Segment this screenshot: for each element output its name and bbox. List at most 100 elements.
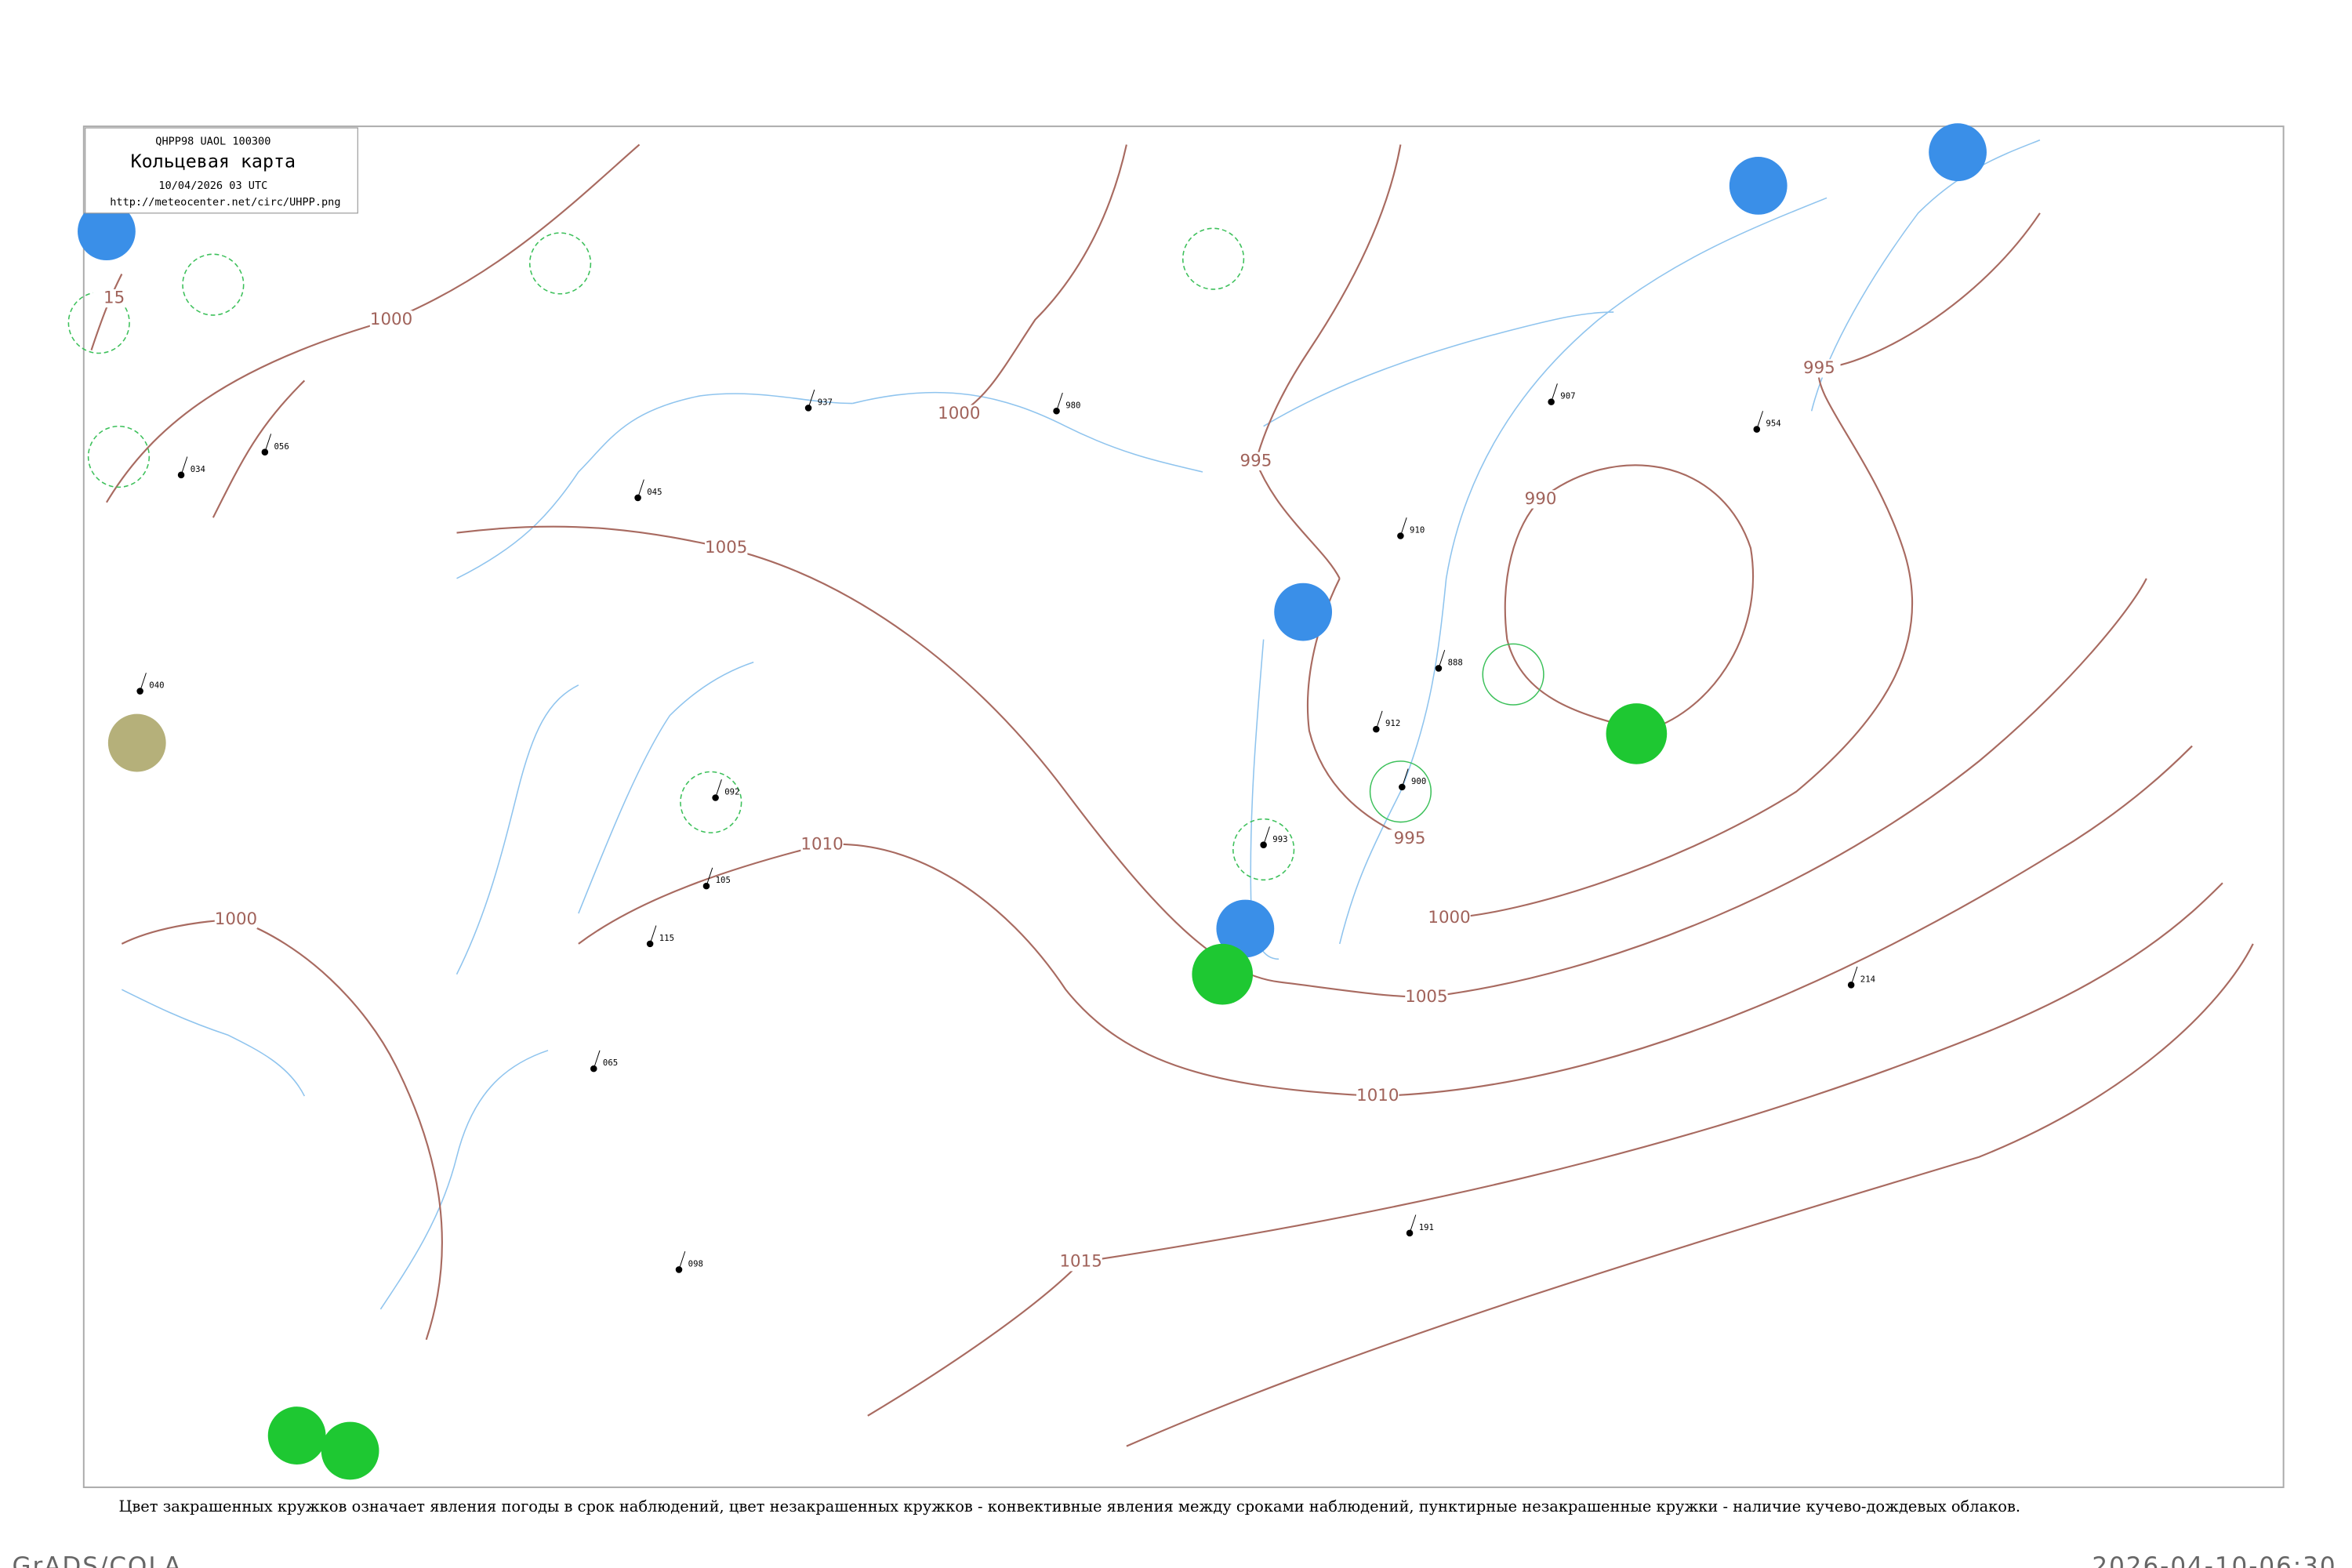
header-code: QHPP98 UAOL 100300 xyxy=(155,135,270,147)
isobar xyxy=(1254,144,1402,579)
station-pressure: 045 xyxy=(647,487,662,497)
station-circle xyxy=(1216,899,1275,958)
caption: Цвет закрашенных кружков означает явлени… xyxy=(118,1497,2020,1515)
station-circle xyxy=(78,202,136,261)
station-pressure: 980 xyxy=(1065,400,1080,410)
wind-barb xyxy=(637,479,644,499)
isobar-label: 995 xyxy=(1394,829,1426,848)
isobar-labels: 15 1000 995 990 1005 1010 1000 995 995 1000 1005 10… xyxy=(93,289,1841,1272)
river xyxy=(852,391,1203,473)
isobar-label: 1015 xyxy=(1059,1252,1102,1272)
station-circle xyxy=(1192,943,1254,1005)
isobar-label: 995 xyxy=(1803,358,1835,378)
wind-barb xyxy=(715,779,722,798)
isobar-label: 1000 xyxy=(938,404,980,423)
wind-barb xyxy=(1399,517,1407,536)
rivers xyxy=(121,139,2041,1310)
isobar-label: 1000 xyxy=(1428,908,1470,927)
isobar-label-bg xyxy=(93,289,136,308)
header-url: http://meteocenter.net/circ/UHPP.png xyxy=(110,196,340,209)
river xyxy=(379,1050,549,1310)
station-pressure: 056 xyxy=(274,441,289,452)
header-date: 10/04/2026 03 UTC xyxy=(158,180,267,192)
isobar-label: 1005 xyxy=(1405,987,1447,1007)
isobar-label: 990 xyxy=(1525,489,1557,509)
isobar-label-bg xyxy=(1798,359,1841,378)
isobar xyxy=(1504,464,1755,732)
wind-barb xyxy=(140,673,147,691)
station-circle xyxy=(1606,703,1668,764)
wind-barb xyxy=(593,1050,601,1069)
isobar-label-bg xyxy=(1388,829,1432,848)
wind-barb xyxy=(1756,411,1764,430)
station-pressure: 092 xyxy=(724,787,739,797)
station-pressure: 040 xyxy=(149,681,164,691)
isobar xyxy=(1449,212,2041,919)
river xyxy=(578,661,754,914)
isobar-label-bg xyxy=(800,836,844,855)
isobar-label: 1010 xyxy=(1356,1086,1399,1105)
river xyxy=(456,393,853,579)
wind-barb xyxy=(1263,826,1270,845)
station-pressure: 954 xyxy=(1766,419,1780,429)
river xyxy=(121,989,306,1097)
isobar-label-bg xyxy=(1428,909,1471,927)
station-pressure: 065 xyxy=(603,1058,618,1068)
station-pressure: 034 xyxy=(191,464,205,474)
station-pressure: 214 xyxy=(1860,974,1875,984)
wind-barb xyxy=(1850,966,1858,985)
cb-circle xyxy=(67,292,130,354)
station-dot xyxy=(590,1065,597,1073)
station-pressure: 191 xyxy=(1419,1222,1434,1232)
river xyxy=(456,684,579,975)
station-pressure: 900 xyxy=(1411,776,1426,786)
station-circle xyxy=(1729,157,1788,215)
cb-circle xyxy=(680,771,742,833)
footer-right: 2026-04-10-06:30 xyxy=(2092,1552,2336,1568)
isobar-label-bg xyxy=(1234,452,1278,470)
wind-barb xyxy=(264,434,272,452)
weather-circles xyxy=(67,123,1987,1480)
station-circle xyxy=(107,713,166,772)
isobar xyxy=(212,379,306,518)
isobar-label: 1010 xyxy=(800,835,843,855)
station-pressure: 888 xyxy=(1448,658,1463,668)
station-pressure: 098 xyxy=(688,1259,703,1269)
isobar-label-bg xyxy=(369,310,413,329)
footer-left: GrADS/COLA xyxy=(13,1552,183,1568)
station-dot xyxy=(1053,408,1060,415)
isobar-label: 995 xyxy=(1240,451,1272,470)
isobar-label: 1005 xyxy=(705,538,747,557)
wind-barb xyxy=(1401,768,1409,788)
station-dot xyxy=(702,882,710,890)
wind-barb xyxy=(706,867,713,887)
isobar-label-bg xyxy=(938,405,981,423)
wind-barb xyxy=(1375,710,1383,730)
wind-barb xyxy=(808,389,815,408)
station-circle xyxy=(1929,123,1987,182)
cb-circle xyxy=(182,253,245,316)
station-pressure: 993 xyxy=(1272,834,1287,844)
isobar-label-bg xyxy=(1059,1253,1102,1272)
wind-barb xyxy=(1551,383,1558,402)
cb-circle xyxy=(1181,227,1245,290)
cb-circle xyxy=(1232,818,1295,881)
wind-barb xyxy=(180,456,188,475)
isobar-label-bg xyxy=(214,910,258,929)
wind-barb xyxy=(649,925,657,945)
station-pressure: 937 xyxy=(818,397,833,408)
station-pressure: 907 xyxy=(1560,391,1575,401)
river xyxy=(1810,139,2041,412)
isobar-label-bg xyxy=(705,539,748,557)
header-title: Кольцевая карта xyxy=(131,151,296,172)
station-pressure: 912 xyxy=(1385,718,1400,728)
header-box: QHPP98 UAOL 100300 Кольцевая карта 10/04… xyxy=(85,127,358,214)
river xyxy=(1263,311,1614,427)
wind-barb xyxy=(1409,1214,1417,1233)
cb-circle xyxy=(87,425,151,488)
station-circle xyxy=(321,1421,379,1480)
header-bg xyxy=(85,127,358,214)
station-pressure: 105 xyxy=(716,875,731,885)
conv-circle xyxy=(1369,760,1432,823)
